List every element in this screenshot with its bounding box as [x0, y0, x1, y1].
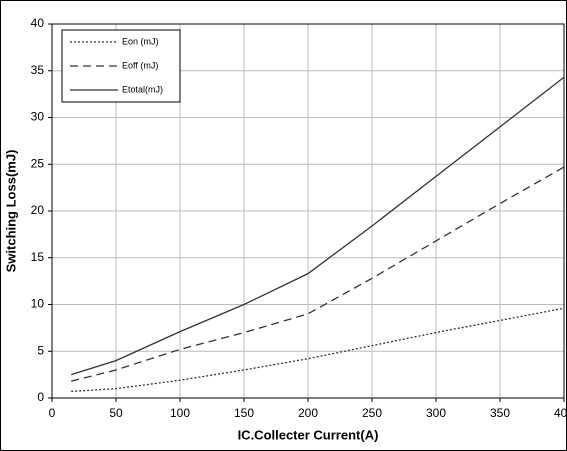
x-tick-label: 350	[490, 406, 510, 420]
legend-label: Etotal(mJ)	[122, 84, 163, 94]
series-line	[71, 166, 565, 382]
y-tick-label: 25	[31, 156, 45, 170]
x-axis-label: IC.Collecter Current(A)	[238, 427, 379, 442]
y-tick-label: 35	[31, 63, 45, 77]
series-line	[71, 76, 565, 376]
x-tick-label: 0	[49, 406, 56, 420]
y-tick-label: 10	[31, 297, 45, 311]
y-tick-label: 5	[37, 343, 44, 357]
x-tick-label: 300	[426, 406, 446, 420]
series-line	[71, 307, 565, 393]
x-tick-label: 250	[362, 406, 382, 420]
y-axis-label: Switching Loss(mJ)	[3, 150, 18, 273]
legend-label: Eon (mJ)	[122, 36, 159, 46]
x-tick-label: 50	[109, 406, 123, 420]
y-tick-label: 30	[31, 110, 45, 124]
y-tick-label: 0	[37, 390, 44, 404]
plot-border	[51, 23, 565, 399]
legend-label: Eoff (mJ)	[122, 60, 158, 70]
x-tick-label: 100	[170, 406, 190, 420]
y-tick-label: 20	[31, 203, 45, 217]
y-tick-label: 15	[31, 250, 45, 264]
y-tick-label: 40	[31, 16, 45, 30]
x-tick-label: 200	[298, 406, 318, 420]
x-tick-label: 150	[234, 406, 254, 420]
x-tick-label: 400	[554, 406, 567, 420]
